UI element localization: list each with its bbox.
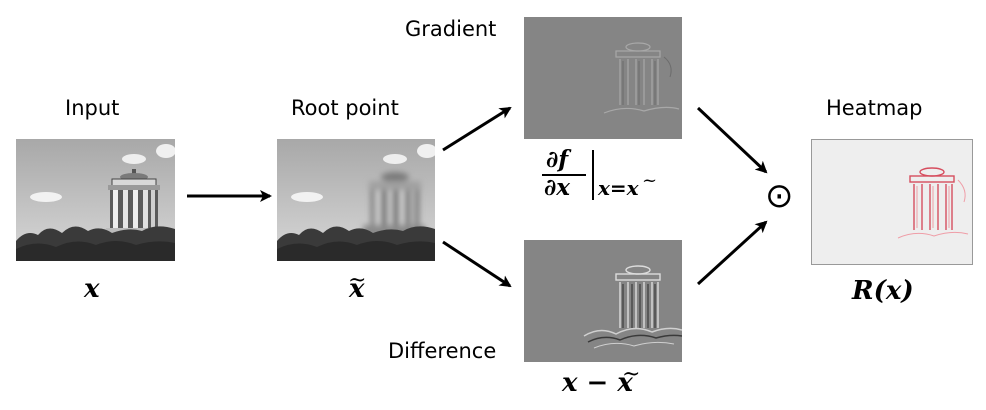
label-root-point: Root point — [291, 96, 399, 120]
math-heatmap: R(x) — [852, 276, 914, 306]
arrow-difference-to-odot — [696, 220, 768, 286]
label-input: Input — [65, 96, 120, 120]
gradient-denominator: ∂x — [544, 174, 570, 201]
difference-tilde-mark: ~ — [622, 362, 641, 387]
label-gradient: Gradient — [405, 17, 497, 41]
fraction-bar — [542, 174, 586, 176]
label-heatmap: Heatmap — [826, 96, 923, 120]
difference-image — [524, 240, 682, 362]
gradient-numerator: ∂f — [546, 146, 569, 173]
gradient-formula: ∂f ∂x x=x ~ — [540, 146, 680, 202]
difference-text: x − x — [562, 368, 633, 398]
x-tilde-letter: x — [349, 274, 365, 304]
gradient-image — [524, 17, 682, 139]
odot-operator: ⊙ — [765, 176, 794, 216]
heatmap-image — [811, 139, 973, 265]
root-point-image — [277, 139, 435, 261]
gradient-eval: x=x — [598, 176, 639, 200]
label-difference: Difference — [388, 339, 497, 363]
arrow-gradient-to-odot — [696, 106, 768, 174]
difference-formula: x − x ~ — [562, 362, 662, 404]
evaluation-bar — [592, 150, 594, 200]
temple-shape — [106, 169, 162, 233]
math-x: x — [84, 274, 100, 304]
arrow-root-to-gradient — [442, 106, 512, 152]
eval-tilde-mark: ~ — [642, 170, 658, 191]
input-image — [16, 139, 175, 261]
math-x-tilde: x ~ — [346, 266, 368, 304]
arrow-root-to-difference — [442, 240, 512, 288]
tilde-mark: ~ — [348, 268, 367, 293]
